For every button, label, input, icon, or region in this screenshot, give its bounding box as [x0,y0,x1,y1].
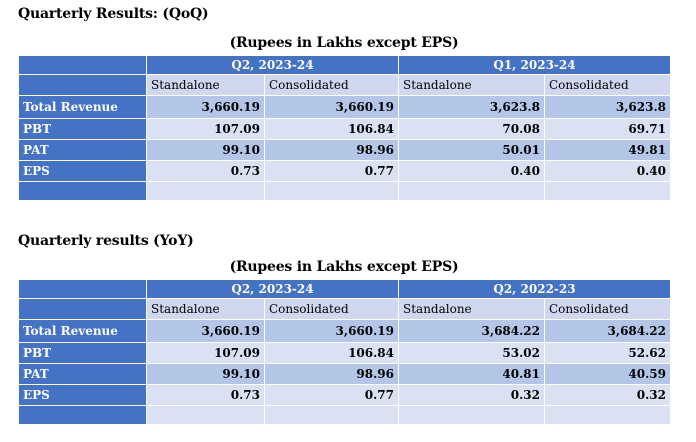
qoq-units-caption: (Rupees in Lakhs except EPS) [229,35,459,51]
value-cell: 0.40 [398,160,545,182]
period-header: Q2, 2022-23 [398,279,671,299]
row-label: PAT [18,139,147,161]
subheader-blank-cell [18,298,147,320]
header-blank-cell [18,55,147,75]
subheader-cell: Consolidated [264,74,399,96]
table-row: EPS 0.73 0.77 0.32 0.32 [18,384,671,406]
value-cell: 53.02 [398,342,545,364]
value-cell: 50.01 [398,139,545,161]
table-row: Total Revenue 3,660.19 3,660.19 3,623.8 … [18,95,671,119]
qoq-section-title: Quarterly Results: (QoQ) [18,6,209,22]
empty-cell [544,181,671,201]
period-header: Q2, 2023-24 [146,279,399,299]
value-cell: 3,623.8 [398,95,545,119]
subheader-row: Standalone Consolidated Standalone Conso… [18,298,671,320]
value-cell: 3,684.22 [544,319,671,343]
period-header-row: Q2, 2023-24 Q2, 2022-23 [18,279,671,299]
empty-cell [398,181,545,201]
subheader-cell: Standalone [146,74,265,96]
value-cell: 49.81 [544,139,671,161]
subheader-cell: Consolidated [544,74,671,96]
table-row: PBT 107.09 106.84 70.08 69.71 [18,118,671,140]
table-row: PAT 99.10 98.96 50.01 49.81 [18,139,671,161]
value-cell: 52.62 [544,342,671,364]
empty-label-cell [18,405,147,425]
subheader-cell: Consolidated [544,298,671,320]
empty-cell [264,181,399,201]
table-row: PAT 99.10 98.96 40.81 40.59 [18,363,671,385]
header-blank-cell [18,279,147,299]
value-cell: 107.09 [146,342,265,364]
row-label: EPS [18,160,147,182]
value-cell: 3,660.19 [264,95,399,119]
value-cell: 0.73 [146,160,265,182]
value-cell: 40.59 [544,363,671,385]
row-label: PBT [18,118,147,140]
table-row: Total Revenue 3,660.19 3,660.19 3,684.22… [18,319,671,343]
subheader-cell: Standalone [146,298,265,320]
subheader-cell: Standalone [398,298,545,320]
row-label: PAT [18,363,147,385]
empty-cell [264,405,399,425]
value-cell: 3,684.22 [398,319,545,343]
yoy-units-caption: (Rupees in Lakhs except EPS) [229,259,459,275]
value-cell: 99.10 [146,363,265,385]
value-cell: 98.96 [264,139,399,161]
table-row: EPS 0.73 0.77 0.40 0.40 [18,160,671,182]
qoq-results-table: Q2, 2023-24 Q1, 2023-24 Standalone Conso… [18,55,671,201]
row-label: Total Revenue [18,319,147,343]
row-label: EPS [18,384,147,406]
value-cell: 70.08 [398,118,545,140]
value-cell: 98.96 [264,363,399,385]
period-header-row: Q2, 2023-24 Q1, 2023-24 [18,55,671,75]
period-header: Q1, 2023-24 [398,55,671,75]
value-cell: 0.40 [544,160,671,182]
empty-label-cell [18,181,147,201]
subheader-cell: Consolidated [264,298,399,320]
value-cell: 0.32 [398,384,545,406]
empty-cell [398,405,545,425]
value-cell: 3,660.19 [146,95,265,119]
empty-cell [146,405,265,425]
value-cell: 99.10 [146,139,265,161]
subheader-cell: Standalone [398,74,545,96]
value-cell: 3,660.19 [146,319,265,343]
value-cell: 0.73 [146,384,265,406]
value-cell: 40.81 [398,363,545,385]
value-cell: 3,660.19 [264,319,399,343]
empty-row [18,405,671,425]
value-cell: 106.84 [264,342,399,364]
value-cell: 3,623.8 [544,95,671,119]
yoy-section-title: Quarterly results (YoY) [18,233,194,249]
yoy-results-table: Q2, 2023-24 Q2, 2022-23 Standalone Conso… [18,279,671,425]
value-cell: 0.77 [264,384,399,406]
table-row: PBT 107.09 106.84 53.02 52.62 [18,342,671,364]
subheader-row: Standalone Consolidated Standalone Conso… [18,74,671,96]
subheader-blank-cell [18,74,147,96]
value-cell: 0.77 [264,160,399,182]
row-label: PBT [18,342,147,364]
value-cell: 69.71 [544,118,671,140]
period-header: Q2, 2023-24 [146,55,399,75]
value-cell: 0.32 [544,384,671,406]
row-label: Total Revenue [18,95,147,119]
value-cell: 106.84 [264,118,399,140]
value-cell: 107.09 [146,118,265,140]
empty-row [18,181,671,201]
empty-cell [544,405,671,425]
empty-cell [146,181,265,201]
